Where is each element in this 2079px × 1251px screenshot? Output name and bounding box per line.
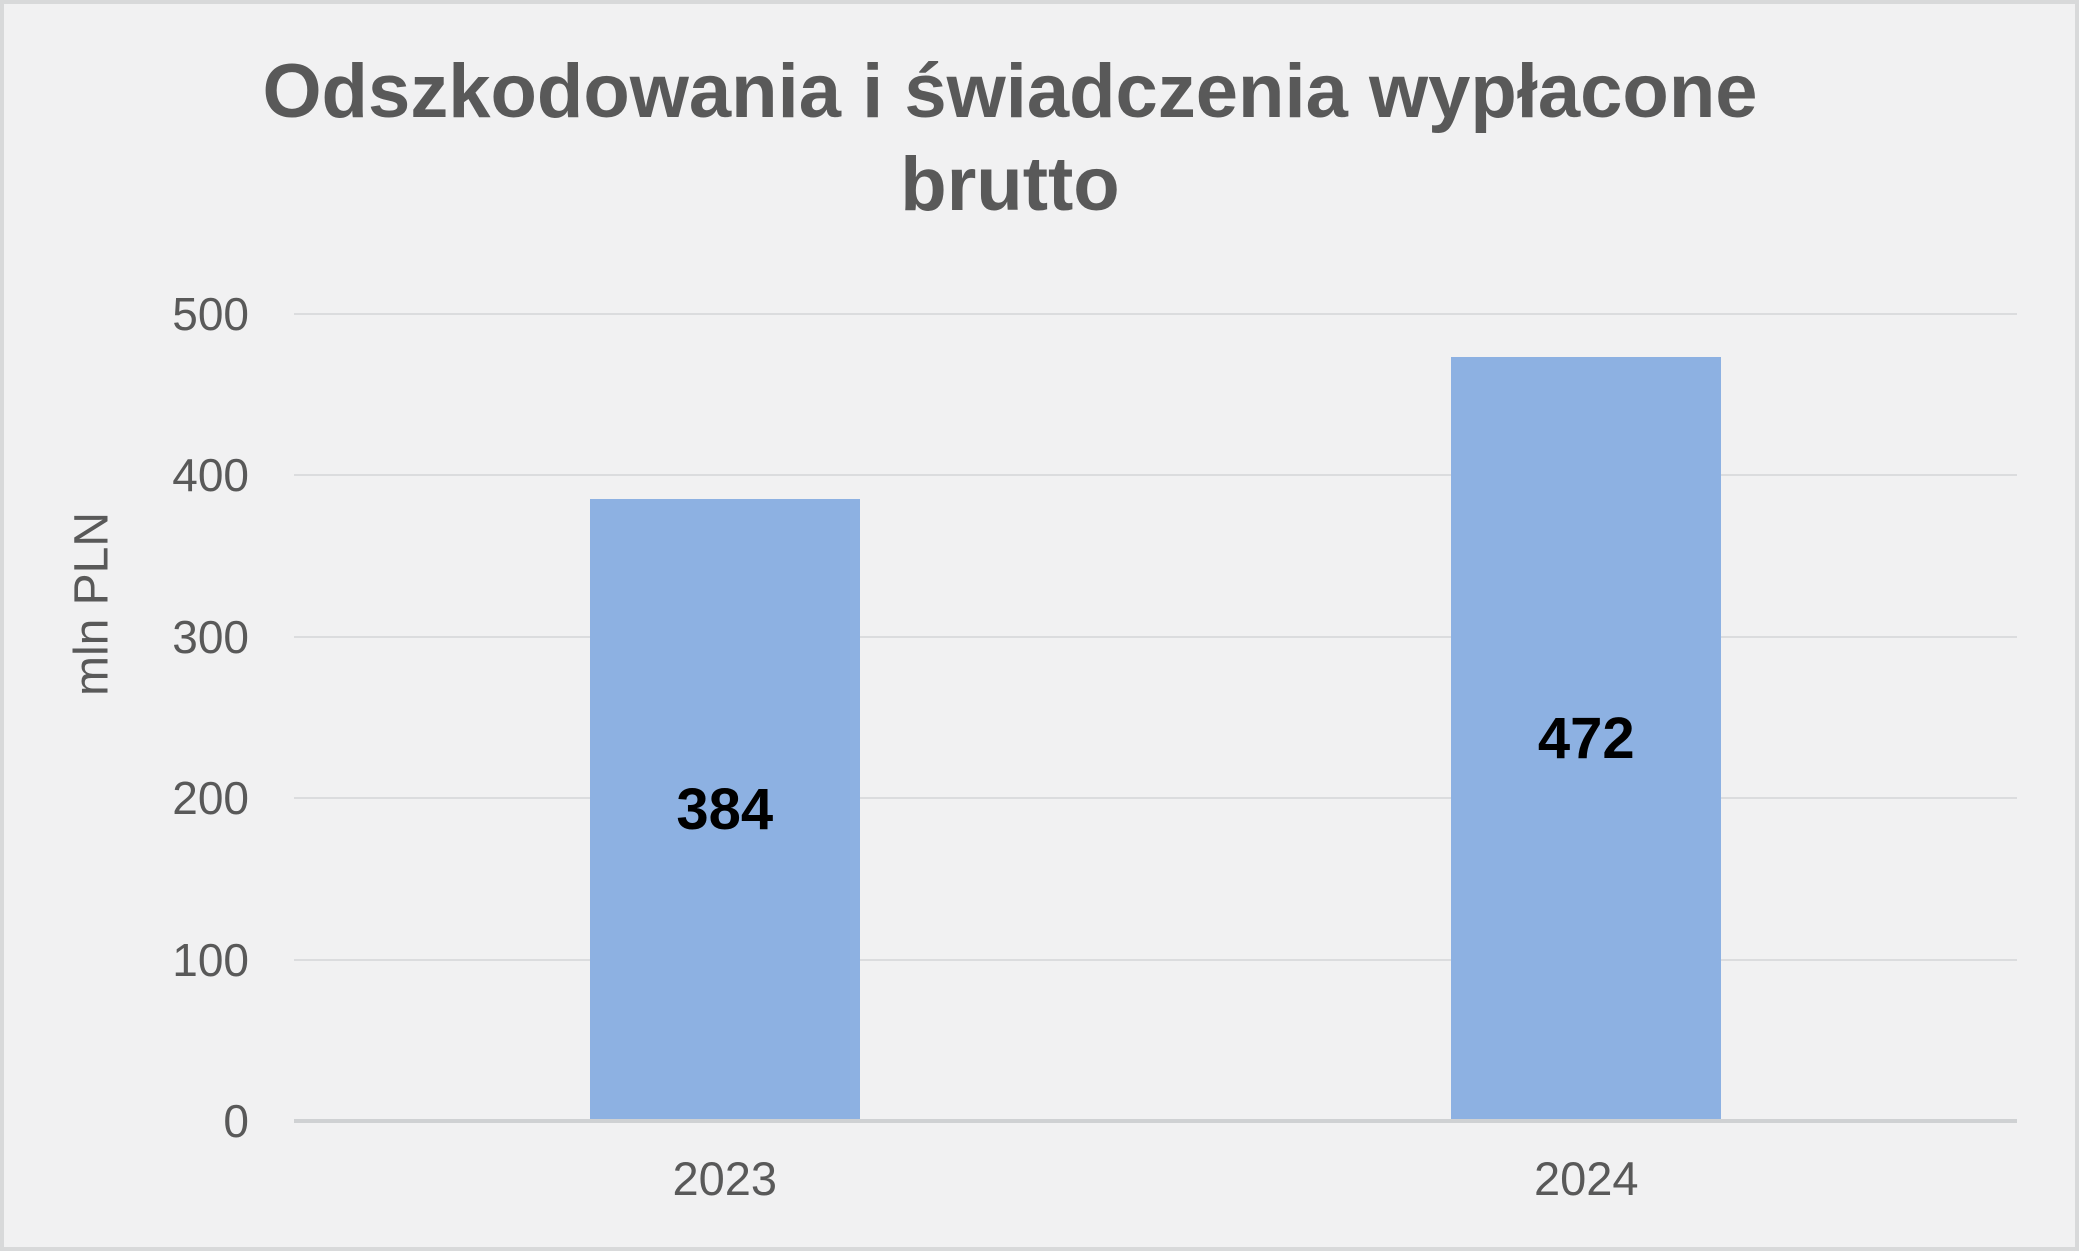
- bar-2024: 472: [1451, 357, 1722, 1119]
- y-tick-label: 200: [172, 772, 249, 825]
- y-tick-label: 400: [172, 449, 249, 502]
- y-tick-label: 300: [172, 610, 249, 663]
- plot-area: 384 2023 472 2024: [294, 313, 2017, 1205]
- y-gridline: [294, 313, 2017, 315]
- y-gridline: [294, 958, 2017, 961]
- y-tick-label: 500: [172, 288, 249, 340]
- y-tick-label: 0: [223, 1095, 249, 1147]
- y-axis-title: mln PLN: [65, 511, 119, 697]
- y-tick-label: 100: [172, 933, 249, 986]
- chart-title: Odszkodowania i świadczenia wypłacone br…: [200, 46, 1820, 231]
- y-gridline: [294, 797, 2017, 800]
- chart-title-line-2: brutto: [900, 141, 1120, 227]
- y-gridline: [294, 474, 2017, 477]
- x-tick-label-2023: 2023: [672, 1152, 778, 1205]
- bar-value-label: 384: [676, 776, 774, 842]
- y-gridline: [294, 635, 2017, 638]
- bar-value-label: 472: [1537, 705, 1635, 771]
- chart-title-line-1: Odszkodowania i świadczenia wypłacone: [262, 49, 1758, 134]
- bar-2023: 384: [589, 499, 860, 1119]
- x-tick-label-2024: 2024: [1533, 1152, 1639, 1205]
- x-axis-baseline: [294, 1119, 2017, 1123]
